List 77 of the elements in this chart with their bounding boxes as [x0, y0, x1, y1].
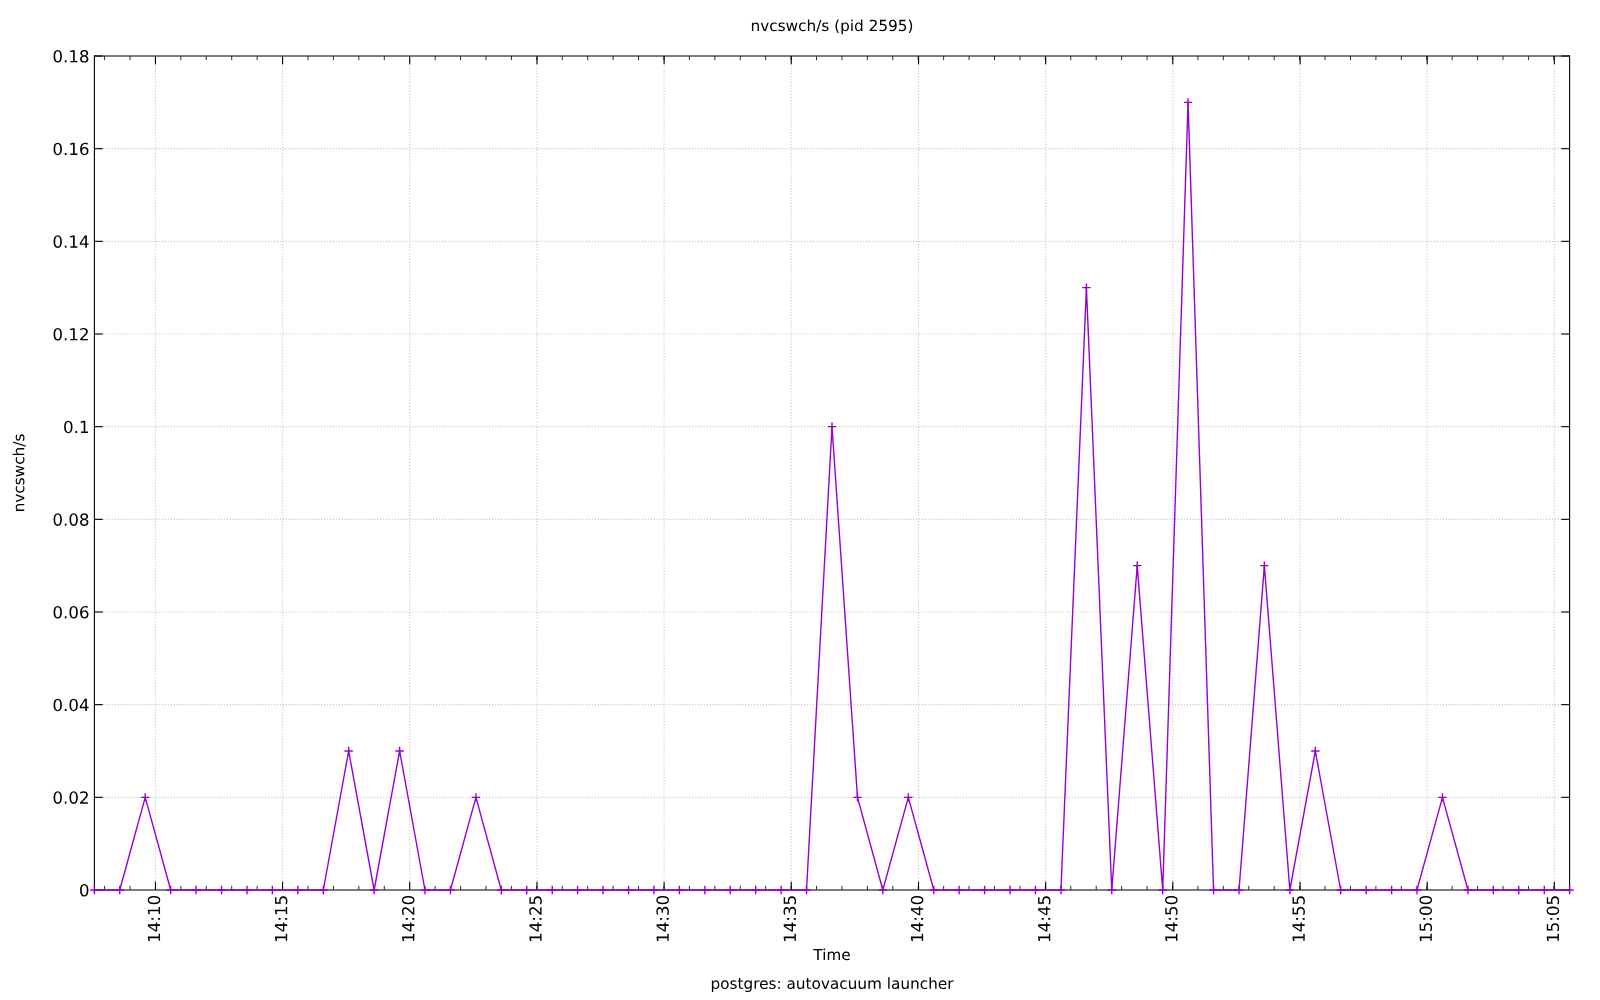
x-tick-label: 14:45: [1038, 896, 1051, 942]
x-tick-label: 14:30: [656, 895, 669, 942]
point: [369, 885, 380, 895]
x-tick-label: 14:10: [147, 895, 161, 942]
point: [1539, 885, 1550, 895]
text: postgres: autovacuum launcher: [711, 977, 954, 992]
y-tick-label: 0.14: [53, 235, 89, 248]
point: [1463, 885, 1473, 895]
point: [191, 885, 201, 895]
point: [649, 885, 659, 895]
point: [1488, 885, 1499, 895]
point: [343, 746, 354, 756]
point: [394, 746, 405, 756]
x-tick-label: 14:20: [401, 895, 415, 942]
point: [801, 885, 812, 895]
y-tick-label: 0.04: [53, 698, 89, 712]
point: [623, 885, 634, 895]
chart-title: nvcswch/s (pid 2595): [751, 19, 913, 35]
y-tick-label: 0.02: [53, 791, 88, 804]
x-tick-label: 14:50: [1165, 895, 1178, 942]
point: [979, 885, 990, 895]
y-tick-label: 0.18: [53, 49, 89, 63]
point: [420, 885, 430, 895]
point: [1513, 885, 1524, 895]
point: [292, 885, 303, 895]
point: [750, 885, 761, 895]
point: [165, 885, 176, 895]
point: [1335, 885, 1346, 895]
y-tick-label: 0.06: [53, 605, 89, 619]
x-tick-label: 14:40: [910, 895, 924, 942]
point: [521, 885, 532, 895]
point: [827, 421, 837, 432]
point: [674, 885, 685, 895]
point: [1157, 885, 1168, 895]
x-axis-title: Time: [813, 948, 850, 961]
x-tick-label: 15:05: [1546, 896, 1560, 942]
x-tick-label: 14:15: [275, 896, 288, 942]
x-tick-label: 14:35: [783, 896, 797, 942]
x-tick-label: 15:00: [1419, 895, 1433, 942]
point: [1234, 885, 1244, 895]
point: [242, 885, 252, 895]
y-tick-label: 0.08: [53, 513, 89, 526]
point: [114, 885, 125, 895]
y-tick-label: 0.12: [53, 327, 88, 341]
point: [1056, 885, 1066, 895]
point: [1005, 885, 1015, 895]
point: [267, 885, 278, 895]
point: [1564, 885, 1575, 895]
point: [547, 885, 558, 895]
point: [1310, 746, 1321, 756]
point: [776, 885, 787, 895]
point: [928, 885, 939, 895]
point: [725, 885, 736, 895]
y-axis-title: nvcswch/s: [12, 434, 26, 511]
y-tick-label: 0.1: [64, 420, 88, 434]
point: [318, 885, 329, 895]
point: [1386, 885, 1397, 895]
point: [216, 885, 227, 895]
point: [1412, 885, 1422, 895]
point: [496, 885, 507, 895]
point: [1030, 885, 1041, 895]
x-tick-label: 14:55: [1292, 896, 1305, 942]
point: [445, 885, 456, 895]
point: [89, 885, 100, 895]
y-tick-label: 0: [80, 883, 89, 897]
x-tick-label: 14:25: [529, 896, 542, 942]
point: [1208, 885, 1219, 895]
point: [877, 885, 888, 895]
point: [572, 885, 583, 895]
point: [954, 885, 964, 895]
point: [1106, 885, 1117, 895]
point: [1183, 97, 1193, 108]
point: [1361, 885, 1372, 895]
y-tick-label: 0.16: [53, 142, 89, 156]
point: [598, 885, 608, 895]
point: [700, 885, 710, 895]
point: [471, 792, 481, 803]
